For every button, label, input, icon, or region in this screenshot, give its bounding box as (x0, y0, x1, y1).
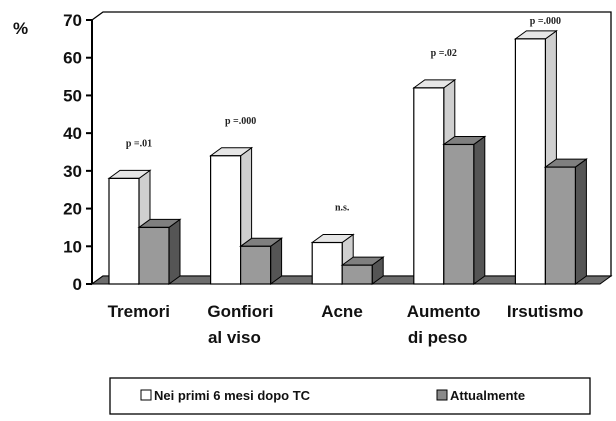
significance-annotation: p =.02 (431, 48, 457, 59)
y-tick-label: 0 (73, 275, 82, 294)
category-labels: Tremori Gonfiori al viso Acne Aumento di peso… (108, 302, 584, 347)
legend-label: Nei primi 6 mesi dopo TC (154, 388, 311, 403)
bar-front (341, 264, 373, 285)
bar-current-3 (442, 135, 487, 285)
category-label: di peso (408, 328, 468, 347)
y-tick-label: 30 (63, 162, 82, 181)
y-axis-label: % (13, 19, 28, 38)
bar-front (443, 143, 475, 285)
y-tick-label: 70 (63, 11, 82, 30)
legend-box (109, 377, 591, 415)
y-tick-label: 60 (63, 49, 82, 68)
legend-swatch (140, 389, 152, 401)
category-label: al viso (208, 328, 261, 347)
category-label: Tremori (108, 302, 170, 321)
bar-front (108, 177, 140, 285)
y-tick-label: 10 (63, 237, 82, 256)
bar-front (138, 226, 170, 285)
significance-annotation: p =.000 (225, 116, 256, 127)
bar-current-2 (340, 256, 385, 285)
bar-current-4 (543, 158, 588, 285)
legend-swatch (436, 389, 448, 401)
bar-front (210, 155, 242, 285)
bar-early-2 (310, 233, 355, 285)
bar-current-1 (239, 237, 284, 285)
bar-front (311, 241, 343, 285)
significance-annotation: n.s. (335, 203, 350, 214)
significance-annotation: p =.01 (126, 138, 152, 149)
y-tick-label: 50 (63, 86, 82, 105)
legend: Nei primi 6 mesi dopo TC Attualmente (109, 377, 591, 415)
significance-annotation: p =.000 (530, 16, 561, 27)
bar-front (544, 166, 577, 285)
bar-current-0 (137, 218, 182, 285)
bar-side (574, 158, 587, 285)
bar-front (514, 38, 547, 285)
bar-side (473, 135, 486, 285)
bar-early-0 (107, 169, 152, 285)
bar-front (413, 87, 445, 285)
y-axis: 0 10 20 30 40 50 60 70% (13, 11, 93, 294)
bar-front (240, 245, 272, 285)
bars (107, 29, 588, 285)
category-label: Gonfiori (207, 302, 273, 321)
legend-label: Attualmente (450, 388, 525, 403)
y-tick-label: 20 (63, 200, 82, 219)
category-label: Irsutismo (507, 302, 584, 321)
annotations: p =.01 p =.000 n.s. p =.02 p =.000 (126, 16, 561, 214)
category-label: Aumento (407, 302, 481, 321)
category-label: Acne (321, 302, 363, 321)
y-tick-label: 40 (63, 124, 82, 143)
bar-side (168, 218, 181, 285)
